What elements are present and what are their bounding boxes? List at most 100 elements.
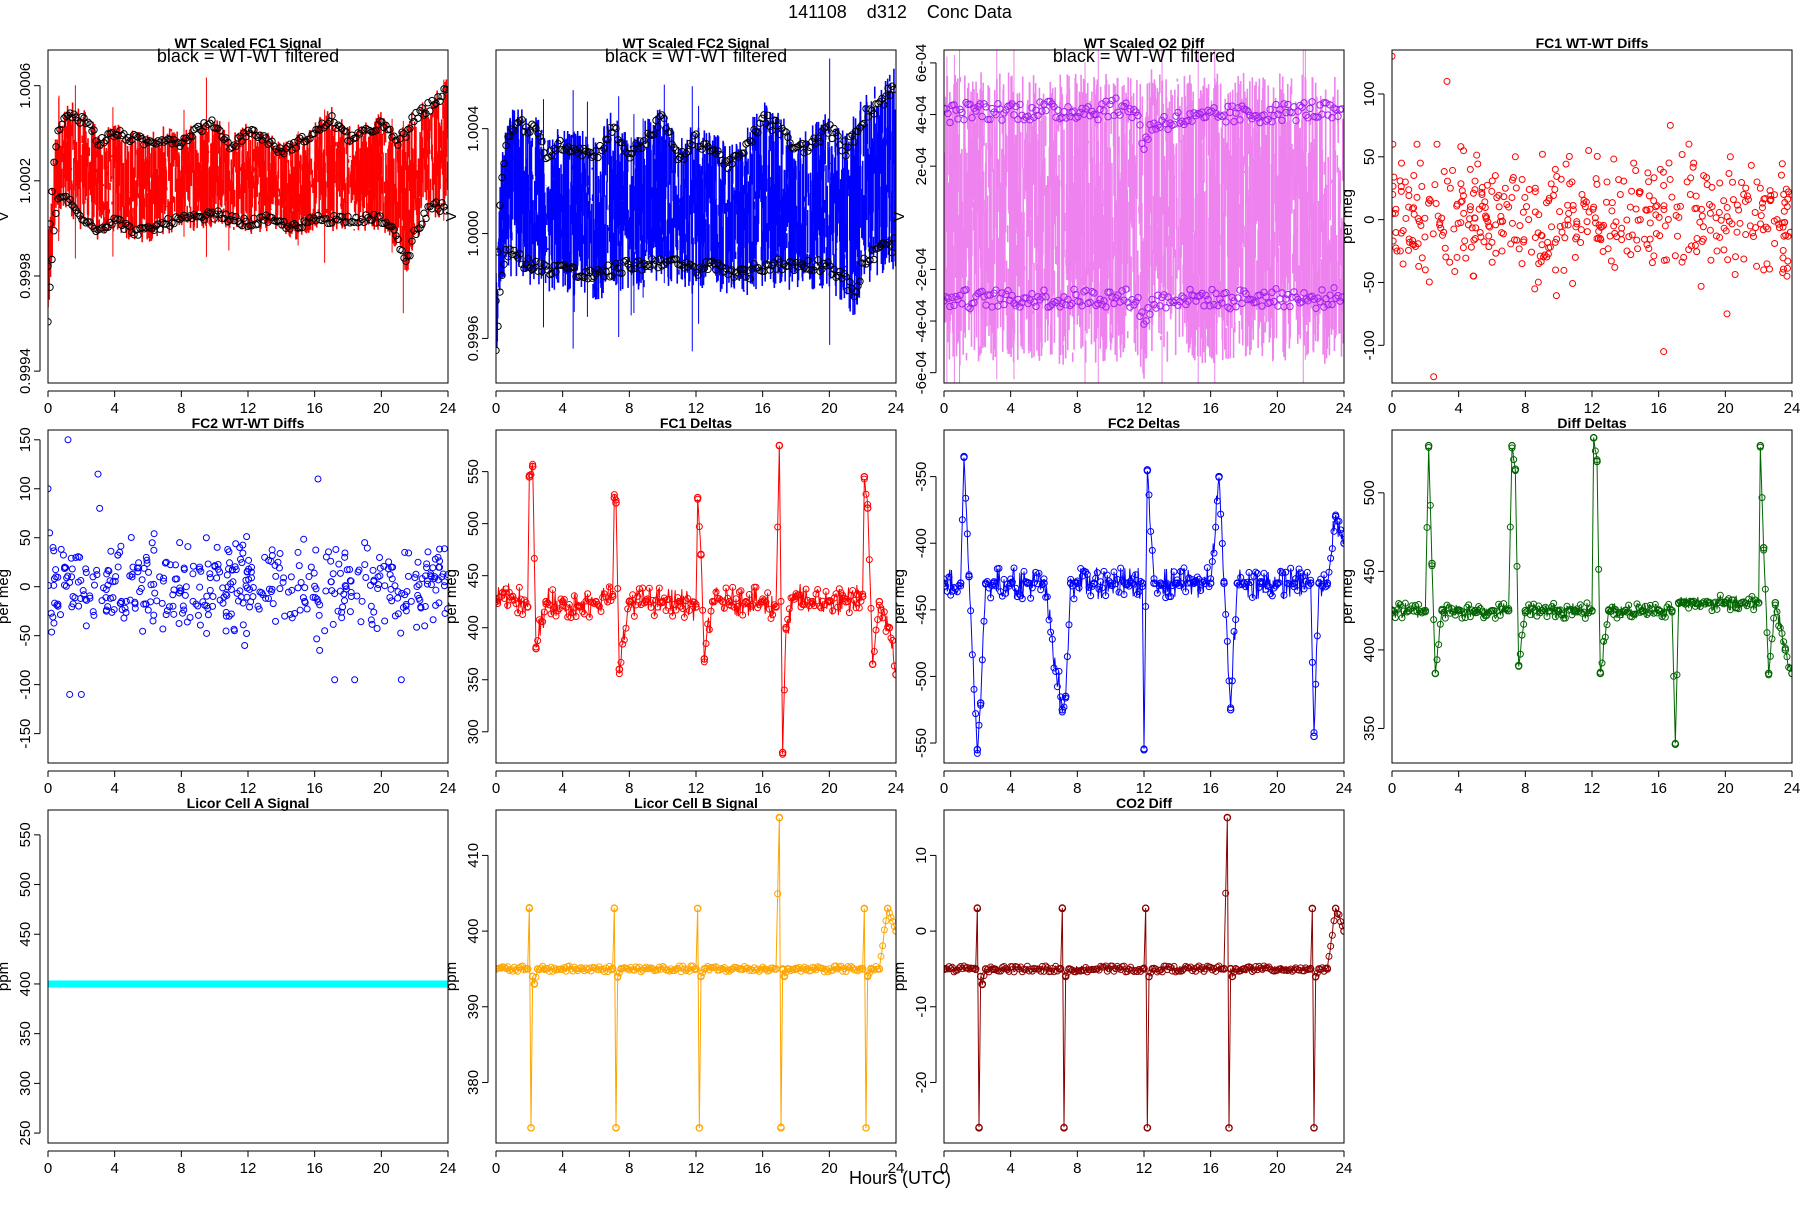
data-point xyxy=(250,594,256,600)
data-point xyxy=(1661,203,1667,209)
data-point xyxy=(1586,148,1592,154)
data-point xyxy=(1628,252,1634,258)
data-point xyxy=(226,560,232,566)
data-point xyxy=(1609,208,1615,214)
data-point xyxy=(1441,169,1447,175)
data-point xyxy=(370,567,376,573)
data-point xyxy=(1434,141,1440,147)
data-point xyxy=(273,618,279,624)
data-point xyxy=(1406,193,1412,199)
data-point xyxy=(1717,180,1723,186)
data-point xyxy=(336,561,342,567)
data-point xyxy=(1526,187,1532,193)
data-point xyxy=(1519,261,1525,267)
data-point xyxy=(1651,175,1657,181)
data-point xyxy=(1499,248,1505,254)
data-point xyxy=(1558,176,1564,182)
data-point xyxy=(150,618,156,624)
data-point xyxy=(1539,151,1545,157)
data-point xyxy=(205,612,211,618)
data-point xyxy=(190,563,196,569)
x-tick-label: 8 xyxy=(177,400,185,417)
data-point xyxy=(145,607,151,613)
data-point xyxy=(1474,152,1480,158)
data-point xyxy=(1752,209,1758,215)
data-point xyxy=(1594,153,1600,159)
data-point xyxy=(368,603,374,609)
data-point xyxy=(1557,209,1563,215)
data-point xyxy=(244,631,250,637)
data-point xyxy=(645,262,651,268)
data-point xyxy=(1778,172,1784,178)
chart-annotation: black = WT-WT filtered xyxy=(1053,46,1235,66)
data-point xyxy=(1739,180,1745,186)
data-point xyxy=(1734,229,1740,235)
data-point xyxy=(262,554,268,560)
data-point xyxy=(1679,152,1685,158)
data-point xyxy=(1517,223,1523,229)
data-point xyxy=(1470,190,1476,196)
data-point xyxy=(1684,179,1690,185)
data-point xyxy=(240,622,246,628)
y-tick-label: 0.9994 xyxy=(17,348,34,394)
data-point xyxy=(58,546,64,552)
data-point xyxy=(1743,185,1749,191)
data-point xyxy=(1699,213,1705,219)
data-point xyxy=(1399,160,1405,166)
data-point xyxy=(1724,205,1730,211)
data-point xyxy=(115,564,121,570)
data-point xyxy=(1764,261,1770,267)
data-point xyxy=(1426,279,1432,285)
data-point xyxy=(1277,296,1283,302)
data-point xyxy=(1624,248,1630,254)
data-point xyxy=(1566,154,1572,160)
data-point xyxy=(1559,229,1565,235)
data-point xyxy=(1513,185,1519,191)
data-point xyxy=(1584,219,1590,225)
data-point xyxy=(1608,258,1614,264)
y-axis-label: V xyxy=(0,211,12,221)
data-point xyxy=(1633,206,1639,212)
data-point xyxy=(1553,293,1559,299)
data-point xyxy=(121,131,127,137)
data-point xyxy=(1570,281,1576,287)
data-point xyxy=(1733,254,1739,260)
data-point xyxy=(207,587,213,593)
x-tick-label: 0 xyxy=(940,400,948,417)
y-tick-label: -4e-04 xyxy=(913,299,930,342)
data-point xyxy=(1612,264,1618,270)
data-point xyxy=(1499,230,1505,236)
data-point xyxy=(1390,191,1396,197)
data-point xyxy=(1451,226,1457,232)
y-tick-label: 1.0000 xyxy=(465,211,482,257)
data-point xyxy=(193,125,199,131)
data-point xyxy=(1662,223,1668,229)
data-point xyxy=(1519,177,1525,183)
x-tick-label: 8 xyxy=(1073,400,1081,417)
data-point xyxy=(1400,261,1406,267)
data-point xyxy=(1700,224,1706,230)
data-point xyxy=(377,573,383,579)
data-point xyxy=(1584,229,1590,235)
x-tick-label: 4 xyxy=(558,400,566,417)
data-point xyxy=(1611,156,1617,162)
data-point xyxy=(78,691,84,697)
data-point xyxy=(197,584,203,590)
data-point xyxy=(1472,187,1478,193)
data-point xyxy=(1462,238,1468,244)
data-point xyxy=(1759,200,1765,206)
data-point xyxy=(1390,141,1396,147)
data-point xyxy=(1461,210,1467,216)
data-point xyxy=(223,628,229,634)
data-point xyxy=(1579,192,1585,198)
plot-area xyxy=(1389,53,1795,379)
data-point xyxy=(1450,167,1456,173)
data-point xyxy=(831,125,837,131)
data-point xyxy=(1452,269,1458,275)
data-point xyxy=(177,540,183,546)
data-point xyxy=(871,256,877,262)
data-point xyxy=(323,588,329,594)
data-point xyxy=(1651,253,1657,259)
